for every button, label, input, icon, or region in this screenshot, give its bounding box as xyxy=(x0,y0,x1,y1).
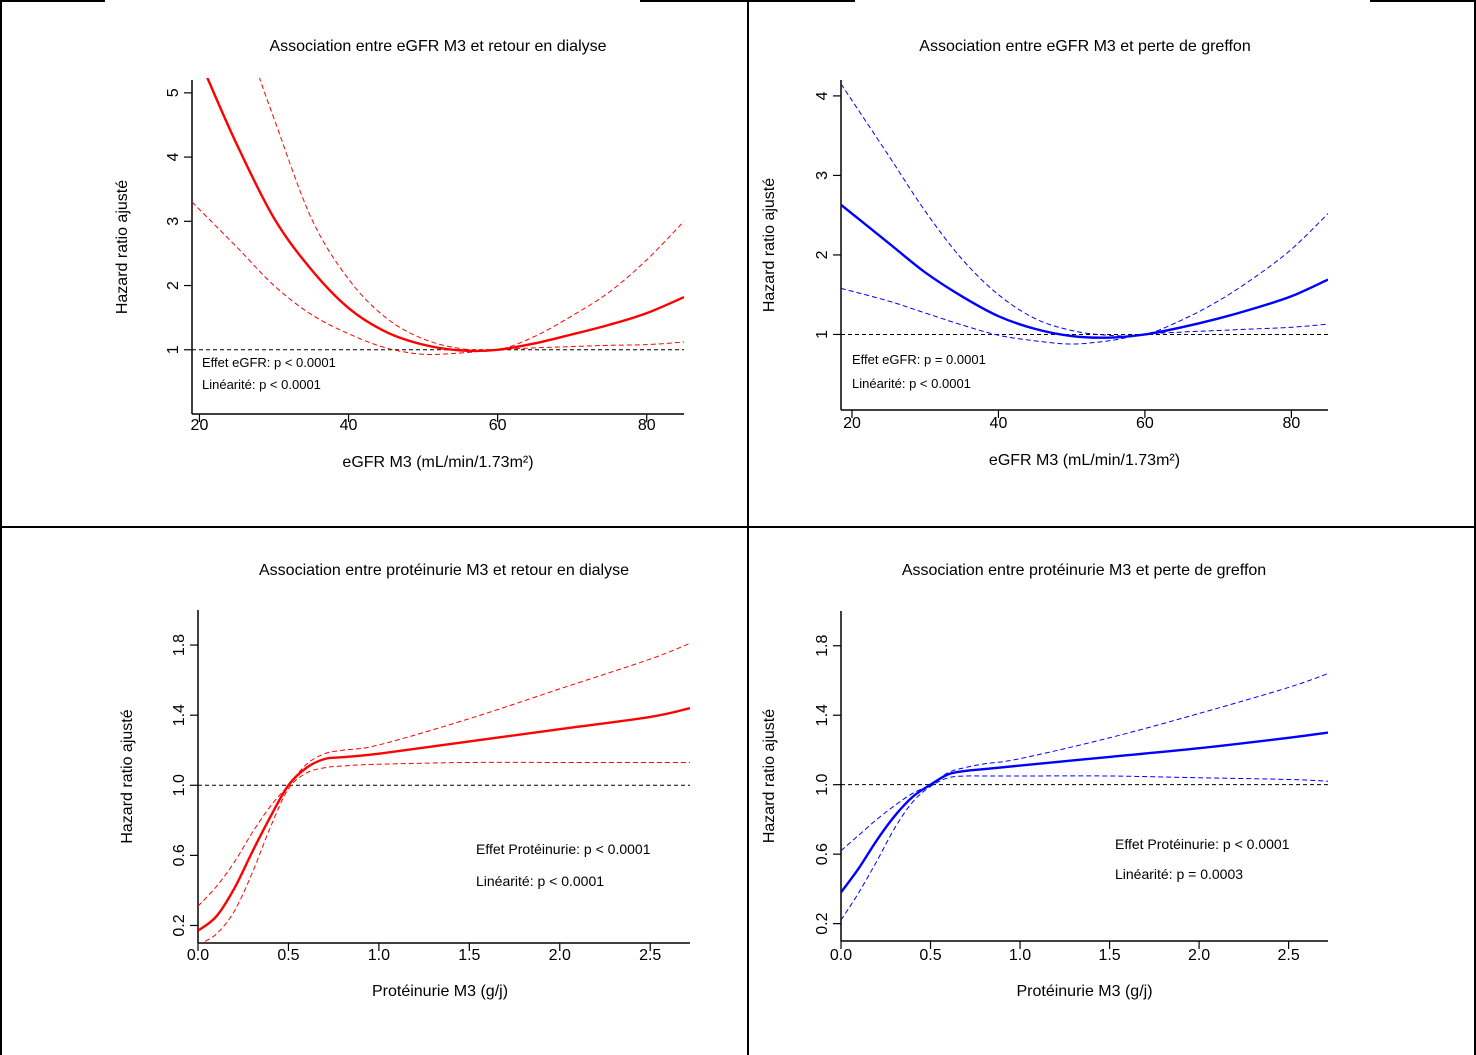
x-axis-label: Protéinurie M3 (g/j) xyxy=(1016,983,1152,1000)
chart-title: Association entre eGFR M3 et retour en d… xyxy=(269,38,606,55)
frame-left xyxy=(0,2,2,1055)
y-tick-label: 1.8 xyxy=(814,635,831,657)
x-tick-label: 40 xyxy=(990,415,1008,432)
linearity-annotation: Linéarité: p < 0.0001 xyxy=(852,376,971,391)
frame-right xyxy=(1474,2,1476,1055)
y-axis-label: Hazard ratio ajusté xyxy=(761,178,778,312)
x-tick-label: 2.0 xyxy=(1188,947,1210,964)
x-axis-label: eGFR M3 (mL/min/1.73m²) xyxy=(989,452,1180,469)
y-tick-label: 3 xyxy=(165,217,182,226)
y-tick-label: 0.2 xyxy=(814,912,831,934)
series-estimate-line xyxy=(206,78,684,353)
x-tick-label: 0.0 xyxy=(187,947,209,964)
series-lower-ci-line xyxy=(841,775,1328,921)
series-estimate-line xyxy=(198,706,690,932)
series-estimate-line xyxy=(841,203,1328,339)
effect-annotation: Effet Protéinurie: p < 0.0001 xyxy=(476,841,651,857)
y-axis-label: Hazard ratio ajusté xyxy=(119,709,136,843)
plot-group: 20 40 60 80 1 2 3 4 eGFR M3 (mL/min/1.73m²) Hazar… xyxy=(761,80,1328,469)
y-tick-label: 1 xyxy=(165,345,182,354)
x-tick-label: 0.0 xyxy=(830,947,852,964)
series-upper-ci-line xyxy=(198,642,690,907)
series-upper-ci-line xyxy=(258,78,684,352)
x-axis-label: Protéinurie M3 (g/j) xyxy=(372,983,508,1000)
x-tick-label: 2.5 xyxy=(639,947,661,964)
y-axis-label: Hazard ratio ajusté xyxy=(761,709,778,843)
y-tick-label: 1 xyxy=(814,330,831,339)
chart-proteinurie-greffon: Association entre protéinurie M3 et pert… xyxy=(761,562,1328,1000)
chart-title: Association entre protéinurie M3 et reto… xyxy=(259,562,629,579)
y-tick-label: 4 xyxy=(814,91,831,100)
chart-egfr-dialyse: Association entre eGFR M3 et retour en d… xyxy=(114,38,684,471)
x-tick-label: 60 xyxy=(1136,415,1154,432)
plot-group: 0.0 0.5 1.0 1.5 2.0 2.5 0.2 0.6 1.0 1.4 1.8 Protéin… xyxy=(761,611,1328,1000)
x-tick-label: 60 xyxy=(489,417,507,434)
y-tick-label: 1.4 xyxy=(814,704,831,726)
x-tick-label: 0.5 xyxy=(919,947,941,964)
linearity-annotation: Linéarité: p < 0.0001 xyxy=(476,873,604,889)
series-upper-ci-line xyxy=(841,83,1328,337)
effect-annotation: Effet eGFR: p = 0.0001 xyxy=(852,352,986,367)
y-tick-label: 1.4 xyxy=(171,704,188,726)
x-tick-label: 0.5 xyxy=(277,947,299,964)
linearity-annotation: Linéarité: p = 0.0003 xyxy=(1115,866,1243,882)
x-tick-label: 1.5 xyxy=(1098,947,1120,964)
effect-annotation: Effet eGFR: p < 0.0001 xyxy=(202,355,336,370)
series-estimate-line xyxy=(841,731,1328,894)
y-tick-label: 2 xyxy=(814,250,831,259)
plot-group: 20 40 60 80 1 2 3 4 5 eGFR M3 (mL/min/1.73m²) Haza… xyxy=(114,78,684,471)
frame-middle-v xyxy=(747,2,749,1055)
chart-egfr-greffon: Association entre eGFR M3 et perte de gr… xyxy=(761,38,1328,469)
frame-top-left xyxy=(0,0,105,2)
series-upper-ci-line xyxy=(841,673,1328,852)
series-lower-ci-line xyxy=(192,201,684,356)
y-tick-label: 2 xyxy=(165,281,182,290)
y-axis-label: Hazard ratio ajusté xyxy=(114,180,131,314)
x-axis-label: eGFR M3 (mL/min/1.73m²) xyxy=(342,454,533,471)
chart-title: Association entre eGFR M3 et perte de gr… xyxy=(919,38,1250,55)
y-tick-label: 3 xyxy=(814,171,831,180)
y-tick-label: 1.0 xyxy=(171,774,188,796)
y-tick-label: 5 xyxy=(165,88,182,97)
x-tick-label: 80 xyxy=(1282,415,1300,432)
frame-middle-h xyxy=(0,526,1476,528)
y-tick-label: 1.8 xyxy=(171,634,188,656)
y-tick-label: 0.2 xyxy=(171,914,188,936)
y-tick-label: 4 xyxy=(165,153,182,162)
chart-title: Association entre protéinurie M3 et pert… xyxy=(902,562,1266,579)
x-tick-label: 1.5 xyxy=(458,947,480,964)
x-tick-label: 80 xyxy=(638,417,656,434)
y-tick-label: 0.6 xyxy=(814,843,831,865)
x-tick-label: 20 xyxy=(843,415,861,432)
panel-proteinurie-greffon: Association entre protéinurie M3 et pert… xyxy=(749,528,1474,1053)
frame-top-mid xyxy=(640,0,855,2)
panel-egfr-greffon: Association entre eGFR M3 et perte de gr… xyxy=(749,2,1474,526)
x-tick-label: 1.0 xyxy=(368,947,390,964)
plot-group: 0.0 0.5 1.0 1.5 2.0 2.5 0.2 0.6 1.0 1.4 1.8 Protéin… xyxy=(119,610,690,1000)
series-lower-ci-line xyxy=(200,761,690,943)
x-tick-label: 40 xyxy=(340,417,358,434)
x-tick-label: 1.0 xyxy=(1009,947,1031,964)
x-tick-label: 20 xyxy=(191,417,209,434)
linearity-annotation: Linéarité: p < 0.0001 xyxy=(202,377,321,392)
y-tick-label: 1.0 xyxy=(814,773,831,795)
panel-proteinurie-dialyse: Association entre protéinurie M3 et reto… xyxy=(2,528,747,1053)
series-lower-ci-line xyxy=(841,287,1328,345)
panel-egfr-dialyse: Association entre eGFR M3 et retour en d… xyxy=(2,2,747,526)
y-tick-label: 0.6 xyxy=(171,844,188,866)
chart-proteinurie-dialyse: Association entre protéinurie M3 et reto… xyxy=(119,562,690,1000)
effect-annotation: Effet Protéinurie: p < 0.0001 xyxy=(1115,836,1290,852)
x-tick-label: 2.5 xyxy=(1277,947,1299,964)
frame-top-right xyxy=(1370,0,1476,2)
x-tick-label: 2.0 xyxy=(549,947,571,964)
